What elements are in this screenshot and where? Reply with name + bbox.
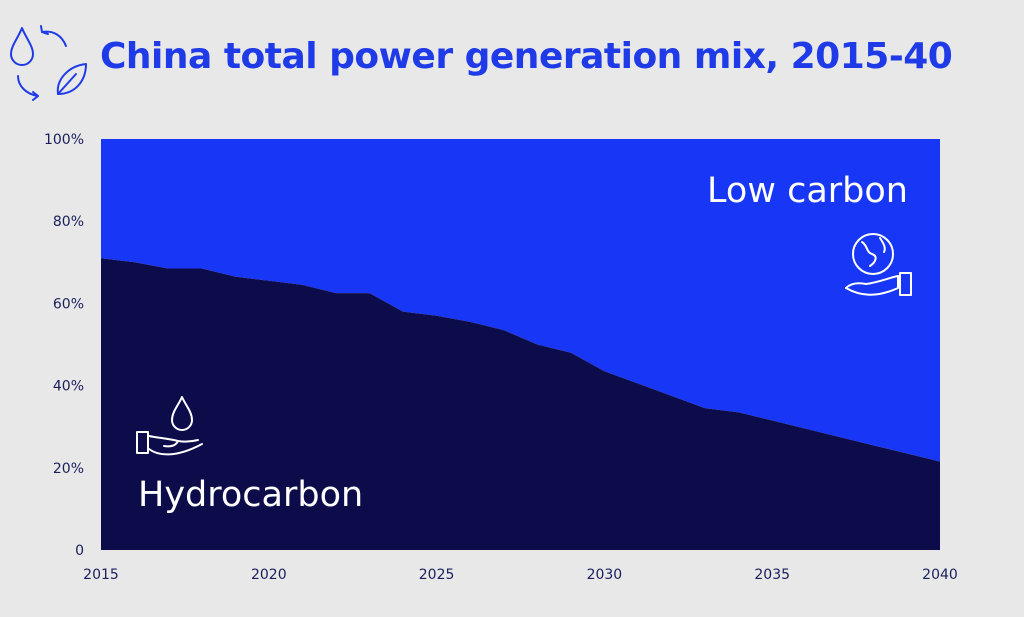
y-tick-label: 60% bbox=[53, 296, 84, 312]
x-tick-label: 2015 bbox=[83, 567, 119, 583]
hydrocarbon-area bbox=[101, 258, 940, 550]
oil-drop-in-hand-icon bbox=[136, 396, 203, 456]
x-tick-label: 2030 bbox=[587, 567, 623, 583]
globe-in-hand-icon bbox=[845, 233, 912, 296]
x-tick-label: 2025 bbox=[419, 567, 455, 583]
chart-title: China total power generation mix, 2015-4… bbox=[100, 36, 953, 77]
hydrocarbon-label: Hydrocarbon bbox=[138, 475, 363, 515]
y-tick-label: 40% bbox=[53, 379, 84, 395]
water-leaf-cycle-icon bbox=[10, 25, 87, 101]
x-tick-label: 2040 bbox=[922, 567, 958, 583]
x-axis: 2015 2020 2025 2030 2035 2040 bbox=[83, 567, 958, 583]
low-carbon-label: Low carbon bbox=[707, 171, 908, 211]
y-tick-label: 100% bbox=[44, 132, 84, 148]
chart-header: China total power generation mix, 2015-4… bbox=[0, 0, 1024, 110]
x-tick-label: 2035 bbox=[754, 567, 790, 583]
chart-areas bbox=[101, 139, 940, 550]
y-tick-label: 0 bbox=[75, 543, 84, 559]
y-tick-label: 20% bbox=[53, 461, 84, 477]
low-carbon-area bbox=[101, 139, 940, 462]
y-axis: 0 20% 40% 60% 80% 100% bbox=[44, 132, 84, 559]
x-tick-label: 2020 bbox=[251, 567, 287, 583]
y-tick-label: 80% bbox=[53, 214, 84, 230]
